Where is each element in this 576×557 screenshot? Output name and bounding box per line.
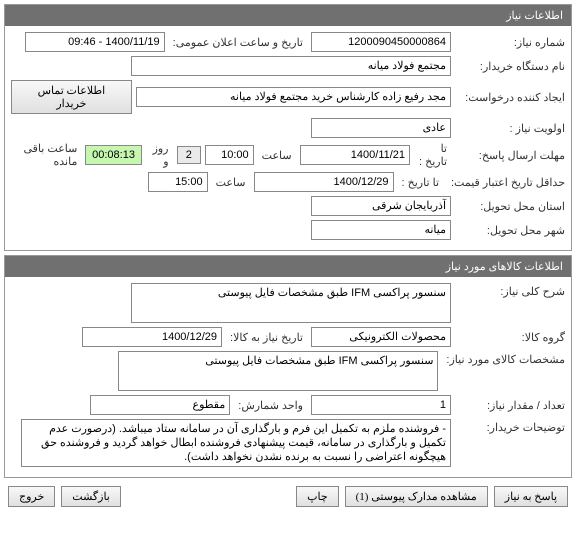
buyer-note-value bbox=[21, 419, 451, 467]
province-value: آذربایجان شرقی bbox=[311, 196, 451, 216]
need-date-label: تاریخ نیاز به کالا: bbox=[226, 331, 307, 344]
respond-button[interactable]: پاسخ به نیاز bbox=[494, 486, 568, 507]
announce-label: تاریخ و ساعت اعلان عمومی: bbox=[169, 36, 307, 49]
exit-button[interactable]: خروج bbox=[8, 486, 55, 507]
resp-hour-value: 10:00 bbox=[205, 145, 254, 165]
panel1-body: شماره نیاز: 1200090450000864 تاریخ و ساع… bbox=[5, 26, 571, 250]
attachments-button[interactable]: مشاهده مدارک پیوستی (1) bbox=[345, 486, 488, 507]
buyer-value: مجتمع فولاد میانه bbox=[131, 56, 451, 76]
desc-label: شرح کلی نیاز: bbox=[455, 283, 565, 298]
panel2-header: اطلاعات کالاهای مورد نیاز bbox=[5, 256, 571, 277]
resp-date-value: 1400/11/21 bbox=[300, 145, 410, 165]
group-value: محصولات الکترونیکی bbox=[311, 327, 451, 347]
hour-label-2: ساعت bbox=[212, 176, 250, 189]
hour-label-1: ساعت bbox=[258, 149, 296, 162]
buyer-note-label: توضیحات خریدار: bbox=[455, 419, 565, 434]
announce-value: 1400/11/19 - 09:46 bbox=[25, 32, 165, 52]
panel1-header: اطلاعات نیاز bbox=[5, 5, 571, 26]
spacer bbox=[127, 486, 290, 507]
price-date-value: 1400/12/29 bbox=[254, 172, 394, 192]
buyer-label: نام دستگاه خریدار: bbox=[455, 60, 565, 73]
spec-label: مشخصات کالای مورد نیاز: bbox=[442, 351, 565, 366]
resp-deadline-label: مهلت ارسال پاسخ: bbox=[455, 149, 565, 162]
spec-value bbox=[118, 351, 438, 391]
city-value: میانه bbox=[311, 220, 451, 240]
creator-label: ایجاد کننده درخواست: bbox=[455, 91, 565, 104]
back-button[interactable]: بازگشت bbox=[61, 486, 121, 507]
unit-label: واحد شمارش: bbox=[234, 399, 307, 412]
contact-buyer-button[interactable]: اطلاعات تماس خریدار bbox=[11, 80, 132, 114]
group-label: گروه کالا: bbox=[455, 331, 565, 344]
days-left-value: 2 bbox=[177, 146, 202, 164]
need-no-label: شماره نیاز: bbox=[455, 36, 565, 49]
desc-value bbox=[131, 283, 451, 323]
need-no-value: 1200090450000864 bbox=[311, 32, 451, 52]
priority-label: اولویت نیاز : bbox=[455, 122, 565, 135]
to-date-label-1: تا تاریخ : bbox=[414, 142, 451, 168]
qty-label: تعداد / مقدار نیاز: bbox=[455, 399, 565, 412]
goods-info-panel: اطلاعات کالاهای مورد نیاز شرح کلی نیاز: … bbox=[4, 255, 572, 478]
action-bar: پاسخ به نیاز مشاهده مدارک پیوستی (1) چاپ… bbox=[0, 482, 576, 511]
need-info-panel: اطلاعات نیاز شماره نیاز: 120009045000086… bbox=[4, 4, 572, 251]
qty-value: 1 bbox=[311, 395, 451, 415]
time-left-suffix: ساعت باقی مانده bbox=[11, 142, 81, 168]
province-label: استان محل تحویل: bbox=[455, 200, 565, 213]
print-button[interactable]: چاپ bbox=[296, 486, 339, 507]
city-label: شهر محل تحویل: bbox=[455, 224, 565, 237]
time-left-value: 00:08:13 bbox=[85, 145, 141, 165]
panel2-body: شرح کلی نیاز: گروه کالا: محصولات الکترون… bbox=[5, 277, 571, 477]
days-and-label: روز و bbox=[146, 142, 173, 168]
price-hour-value: 15:00 bbox=[148, 172, 208, 192]
unit-value: مقطوع bbox=[90, 395, 230, 415]
need-date-value: 1400/12/29 bbox=[82, 327, 222, 347]
price-valid-label: حداقل تاریخ اعتبار قیمت: bbox=[447, 176, 565, 189]
creator-value: مجد رفیع زاده کارشناس خرید مجتمع فولاد م… bbox=[136, 87, 451, 107]
to-date-label-2: تا تاریخ : bbox=[398, 176, 443, 189]
priority-value: عادی bbox=[311, 118, 451, 138]
